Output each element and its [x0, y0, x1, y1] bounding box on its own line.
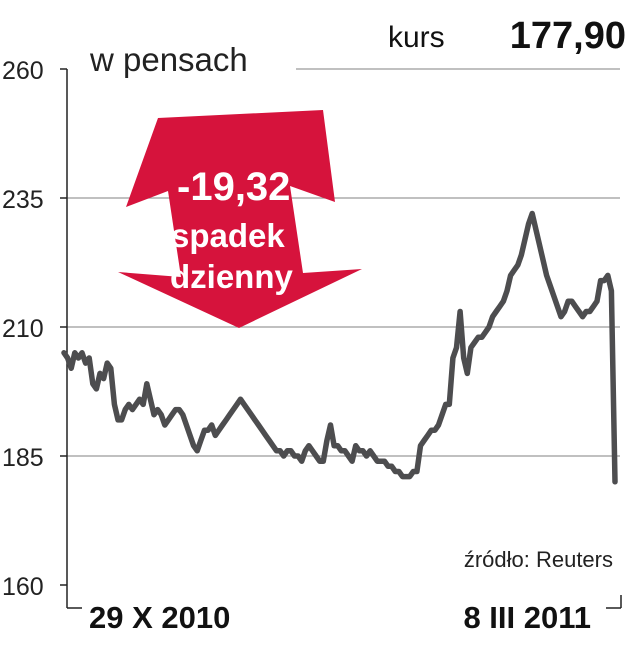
grid-layer — [67, 68, 620, 457]
y-tick-label: 185 — [2, 444, 44, 472]
callout-line-2: dzienny — [170, 258, 293, 295]
down-arrow-icon — [118, 110, 362, 328]
y-tick-label: 235 — [2, 186, 44, 214]
y-axis-unit-label: w pensach — [89, 41, 248, 78]
x-axis-start-label: 29 X 2010 — [89, 600, 230, 635]
source-label: źródło: Reuters — [464, 547, 613, 572]
price-value: 177,90 — [510, 15, 626, 57]
y-axis-ticks: 260 235 210 185 160 — [2, 57, 67, 601]
y-tick-label: 160 — [2, 573, 44, 601]
price-label: kurs — [388, 21, 445, 54]
price-series-line — [61, 210, 618, 485]
callout-percent-sign: % — [333, 172, 357, 202]
decline-callout: -19,32 % spadek dzienny — [118, 110, 362, 328]
axes — [66, 69, 622, 609]
y-tick-label: 210 — [2, 315, 44, 343]
callout-line-1: spadek — [171, 217, 285, 254]
callout-percent: -19,32 — [177, 165, 290, 209]
y-tick-label: 260 — [2, 57, 44, 85]
x-axis-end-label: 8 III 2011 — [463, 600, 591, 635]
